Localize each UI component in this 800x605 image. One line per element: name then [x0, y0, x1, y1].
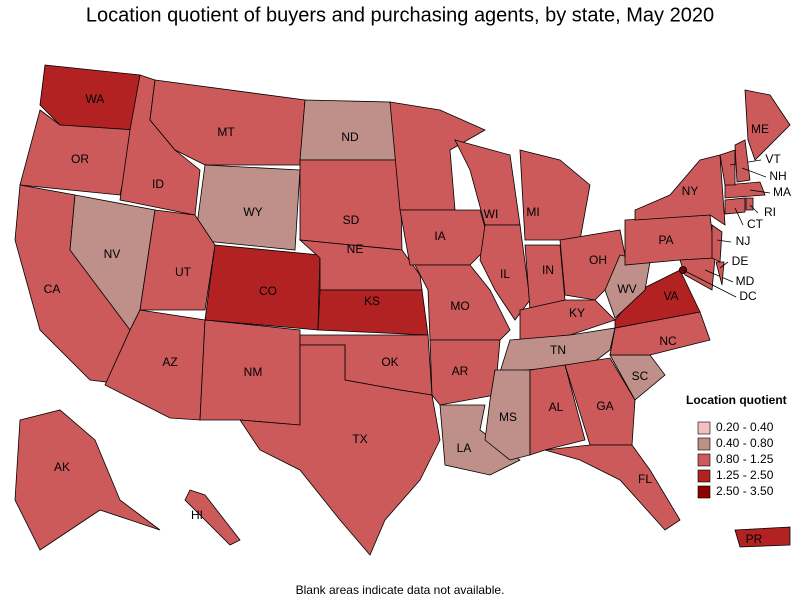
legend-title: Location quotient [686, 393, 787, 407]
state-label: VA [663, 289, 678, 303]
state-label: HI [191, 508, 203, 522]
state-label: TX [352, 432, 367, 446]
legend-swatch [697, 469, 711, 483]
state-shape [544, 444, 681, 531]
state-label: SC [632, 369, 649, 383]
state-shape [519, 149, 591, 241]
state-label: NE [347, 242, 364, 256]
state-label: IN [542, 263, 554, 277]
leader-line [704, 269, 734, 283]
state-shape [524, 244, 566, 311]
state-label: NH [769, 169, 786, 183]
map-title: Location quotient of buyers and purchasi… [86, 4, 714, 26]
state-label: CO [259, 284, 277, 298]
legend-swatch [697, 453, 711, 467]
state-label: NJ [736, 234, 751, 248]
state-label: WA [86, 92, 105, 106]
state-label: WI [484, 207, 499, 221]
state-label: DE [732, 254, 749, 268]
state-shape [479, 224, 531, 321]
leader-line [716, 239, 732, 243]
leader-line [734, 207, 744, 226]
state-shape [194, 164, 301, 251]
state-shape [634, 154, 726, 226]
state-shape [529, 364, 586, 456]
state-label: DC [739, 289, 757, 303]
leader-line [749, 189, 771, 194]
state-label: MS [499, 410, 517, 424]
state-shape [429, 339, 501, 406]
state-shape [139, 209, 216, 311]
leader-line [719, 261, 729, 269]
footnote: Blank areas indicate data not available. [296, 583, 505, 597]
state-shape [745, 197, 754, 211]
state-label: NY [682, 184, 699, 198]
state-shape [239, 344, 441, 556]
state-shape [184, 489, 241, 546]
state-label: KY [569, 306, 585, 320]
state-shape [724, 197, 746, 215]
state-label: AK [54, 460, 70, 474]
state-shape [564, 357, 636, 446]
state-label: WV [617, 282, 636, 296]
legend-swatch [697, 437, 711, 451]
state-label: PA [658, 233, 673, 247]
state-label: CT [747, 217, 764, 231]
state-label: AZ [162, 355, 177, 369]
state-label: WY [243, 205, 262, 219]
state-label: MO [450, 299, 469, 313]
state-label: GA [596, 399, 613, 413]
state-label: OK [381, 355, 398, 369]
state-shape [719, 149, 736, 186]
legend-label: 0.80 - 1.25 [716, 452, 774, 466]
state-shape [734, 526, 791, 548]
state-label: NM [244, 365, 263, 379]
state-label: OH [589, 253, 607, 267]
state-shape [744, 89, 791, 161]
state-label: IA [434, 229, 445, 243]
state-shape [734, 139, 751, 183]
legend-label: 0.40 - 0.80 [716, 436, 774, 450]
state-label: ME [751, 122, 769, 136]
state-label: SD [343, 213, 360, 227]
state-label: AR [452, 364, 469, 378]
leader-line [741, 167, 767, 178]
state-label: NV [104, 247, 121, 261]
state-label: MT [217, 125, 235, 139]
state-shape [14, 409, 161, 551]
state-shape [399, 209, 491, 266]
state-label: NC [659, 334, 677, 348]
legend-swatch [697, 485, 711, 499]
state-label: AL [549, 400, 564, 414]
state-label: TN [550, 343, 566, 357]
leader-line [749, 204, 759, 214]
state-label: MI [526, 205, 539, 219]
state-label: LA [457, 441, 472, 455]
legend-label: 2.50 - 3.50 [716, 484, 774, 498]
state-label: KS [364, 294, 380, 308]
legend-label: 1.25 - 2.50 [716, 468, 774, 482]
state-shape [724, 181, 766, 199]
state-shape [439, 404, 521, 476]
state-label: MD [736, 274, 755, 288]
state-label: ID [152, 177, 164, 191]
state-label: RI [764, 205, 776, 219]
state-label: VT [765, 152, 781, 166]
state-shape [299, 159, 403, 251]
leader-line [682, 269, 737, 298]
state-label: MA [773, 185, 791, 199]
state-label: FL [638, 472, 652, 486]
state-label: UT [175, 265, 192, 279]
state-label: CA [44, 282, 61, 296]
state-shape [414, 264, 511, 341]
state-shape [711, 224, 723, 263]
state-label: OR [71, 152, 89, 166]
state-label: IL [500, 267, 510, 281]
legend-label: 0.20 - 0.40 [716, 420, 774, 434]
state-label: ND [341, 130, 359, 144]
legend-swatch [697, 421, 711, 435]
state-label: PR [746, 532, 763, 546]
